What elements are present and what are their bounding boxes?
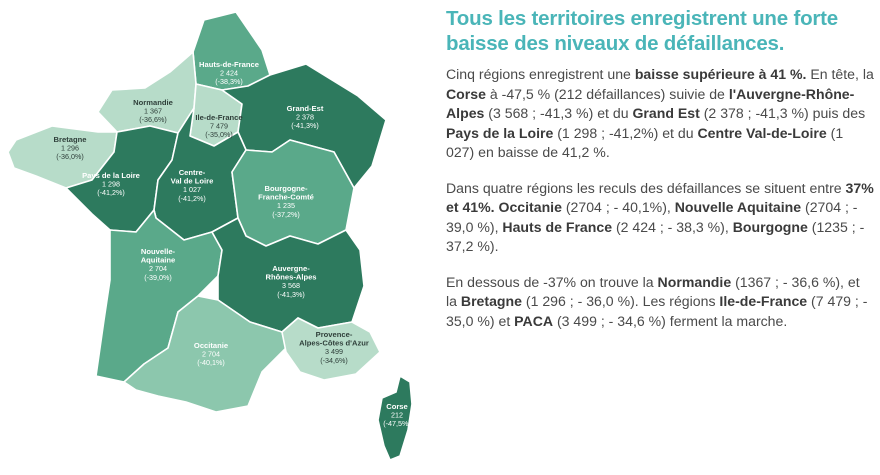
region-name: Rhônes-Alpes <box>265 273 316 282</box>
body-text: Dans quatre régions les reculs des défai… <box>446 179 846 196</box>
region-percent: (-37,2%) <box>272 210 300 219</box>
emphasis-text: Pays de la Loire <box>446 124 554 141</box>
emphasis-text: l'Auvergne-Rhône-Alpes <box>446 85 855 122</box>
region-percent: (-38,3%) <box>215 77 243 86</box>
emphasis-text: Normandie <box>657 273 732 290</box>
emphasis-text: Nouvelle Aquitaine <box>674 199 802 215</box>
region-count: 7 479 <box>210 122 228 131</box>
region-auvergne-rhone-alpes[interactable] <box>211 217 365 333</box>
region-percent: (-41,3%) <box>277 290 305 299</box>
region-name: Centre- <box>179 168 206 177</box>
emphasis-text: Grand Est <box>632 105 700 121</box>
body-text: (1367 ; - 36,6 %), et la <box>446 273 860 310</box>
region-name: Normandie <box>133 98 173 107</box>
body-text: (1 296 ; - 36,0 %). Les régions <box>521 293 720 309</box>
body-text: à -47,5 % (212 défaillances) suivie de <box>485 85 729 102</box>
region-count: 1 367 <box>144 107 162 116</box>
region-name: Val de Loire <box>171 177 214 186</box>
body-text: (7 479 ; - 35,0 %) et <box>446 293 868 329</box>
region-percent: (-41,3%) <box>291 121 319 130</box>
body-text: (1 298 ; -41,2%) et du <box>553 124 698 141</box>
region-name: Nouvelle- <box>141 247 176 256</box>
body-text: En dessous de -37% on trouve la <box>446 273 658 290</box>
emphasis-text: Centre Val-de-Loire <box>697 124 827 141</box>
region-name: Auvergne- <box>272 264 310 273</box>
body-text: (2 378 ; -41,3 %) puis des <box>699 105 866 121</box>
emphasis-text: Bourgogne <box>732 218 808 235</box>
region-count: 1 027 <box>183 185 201 194</box>
emphasis-text: Ile-de-France <box>719 293 808 309</box>
body-text: En tête, la <box>806 66 874 82</box>
body-text: Cinq régions enregistrent une <box>446 66 635 82</box>
region-count: 1 296 <box>61 144 79 153</box>
region-percent: (-41,2%) <box>97 188 125 197</box>
region-name: Corse <box>386 402 408 411</box>
region-count: 2 704 <box>149 264 167 273</box>
region-count: 1 235 <box>277 201 295 210</box>
body-text: (2704 ; - 40,1%), <box>561 199 675 215</box>
region-percent: (-36,0%) <box>56 152 84 161</box>
paragraph-1: Cinq régions enregistrent une baisse sup… <box>446 65 874 163</box>
region-name: Bretagne <box>54 135 87 144</box>
body-text: (3 499 ; - 34,6 %) ferment la marche. <box>553 312 788 329</box>
headline: Tous les territoires enregistrent une fo… <box>446 7 839 55</box>
body-text: (1235 ; - 37,2 %). <box>446 218 865 255</box>
region-percent: (-40,1%) <box>197 358 225 367</box>
emphasis-text: PACA <box>514 312 554 329</box>
region-name: Grand-Est <box>287 104 324 113</box>
body-text: (2 424 ; - 38,3 %), <box>612 218 733 235</box>
region-count: 1 298 <box>102 180 120 189</box>
region-name: Occitanie <box>194 341 228 350</box>
region-count: 3 568 <box>282 281 300 290</box>
paragraph-3: En dessous de -37% on trouve la Normandi… <box>446 273 874 332</box>
region-name: Aquitaine <box>141 256 176 265</box>
emphasis-text: 37% et 41%. Occitanie <box>446 179 874 216</box>
region-count: 2 378 <box>296 113 314 122</box>
region-count: 2 704 <box>202 350 220 359</box>
region-paca[interactable] <box>281 317 381 381</box>
body-text: (1 027) en baisse de 41,2 %. <box>446 124 844 161</box>
region-count: 212 <box>391 411 403 420</box>
region-percent: (-47,5%) <box>383 419 411 428</box>
body-text: (3 568 ; -41,3 %) et du <box>484 105 633 121</box>
region-name: Bourgogne- <box>264 184 307 193</box>
region-percent: (-35,0%) <box>205 130 233 139</box>
region-name: Hauts-de-France <box>199 60 259 69</box>
region-percent: (-34,6%) <box>320 356 348 365</box>
region-corse[interactable] <box>377 375 413 461</box>
region-name: Alpes-Côtes d'Azur <box>299 339 369 348</box>
region-name: Provence- <box>316 330 353 339</box>
text-panel: Tous les territoires enregistrent une fo… <box>446 6 874 347</box>
emphasis-text: baisse supérieure à 41 %. <box>634 66 807 82</box>
paragraph-2: Dans quatre régions les reculs des défai… <box>446 179 874 257</box>
region-name: Ile-de-France <box>195 113 242 122</box>
region-percent: (-36,6%) <box>139 115 167 124</box>
region-percent: (-39,0%) <box>144 273 172 282</box>
region-count: 2 424 <box>220 69 238 78</box>
emphasis-text: Bretagne <box>460 293 522 309</box>
body-text: (2704 ; - 39,0 %), <box>446 199 858 235</box>
region-percent: (-41,2%) <box>178 194 206 203</box>
emphasis-text: Corse <box>446 85 486 102</box>
emphasis-text: Hauts de France <box>502 218 613 235</box>
region-name: Pays de la Loire <box>82 171 140 180</box>
region-count: 3 499 <box>325 347 343 356</box>
region-name: Franche-Comté <box>258 193 314 202</box>
